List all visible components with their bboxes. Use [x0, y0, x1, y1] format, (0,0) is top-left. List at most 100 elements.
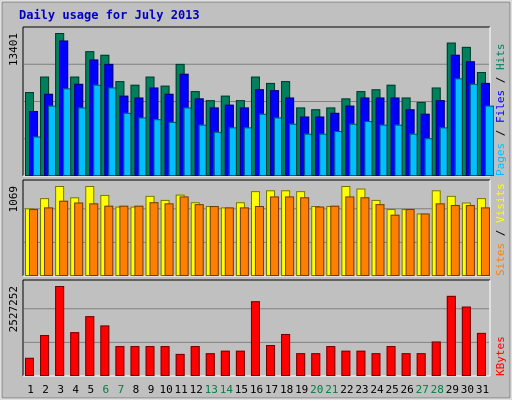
- bar-sites-day-15: [239, 207, 249, 277]
- bar-fill: [243, 127, 253, 176]
- x-tick-label-day-24: 24: [370, 383, 384, 396]
- bar-fill: [319, 133, 329, 176]
- series-label-pages: Pages: [494, 143, 507, 176]
- bar-fill: [70, 332, 80, 376]
- bar-outline: [266, 345, 276, 376]
- bar-fill: [228, 127, 238, 176]
- x-tick-label-day-16: 16: [250, 383, 263, 396]
- bar-kbytes-day-28: [431, 341, 441, 376]
- bar-kbytes-day-21: [326, 346, 336, 377]
- bar-fill: [74, 202, 84, 276]
- bar-sites-day-5: [89, 203, 99, 276]
- bar-outline: [484, 105, 494, 176]
- bar-outline: [239, 207, 249, 277]
- bar-kbytes-day-14: [220, 350, 230, 376]
- bar-sites-day-27: [420, 213, 430, 276]
- bar-outline: [285, 196, 295, 276]
- bar-fill: [454, 78, 464, 176]
- bar-fill: [138, 117, 148, 176]
- bar-fill: [55, 286, 65, 376]
- bar-outline: [371, 353, 381, 376]
- bar-outline: [70, 332, 80, 376]
- bar-outline: [220, 350, 230, 376]
- bar-sites-day-29: [450, 205, 460, 276]
- bar-fill: [254, 206, 264, 276]
- bar-fill: [435, 203, 445, 276]
- bar-outline: [130, 346, 140, 377]
- bar-outline: [435, 203, 445, 276]
- bar-kbytes-day-22: [341, 350, 351, 376]
- bar-fill: [394, 124, 404, 176]
- panel-kbytes: 2527252 KBytes: [7, 279, 507, 377]
- bar-fill: [198, 124, 208, 176]
- bar-outline: [149, 202, 159, 276]
- bar-outline: [315, 206, 325, 276]
- bar-fill: [145, 346, 155, 376]
- bar-outline: [401, 353, 411, 376]
- bar-fill: [450, 205, 460, 276]
- bar-fill: [213, 131, 223, 176]
- bar-fill: [300, 197, 310, 276]
- bar-outline: [55, 286, 65, 376]
- y-axis-series-label: Pages / Files / Hits: [494, 44, 507, 177]
- bar-outline: [300, 197, 310, 276]
- x-tick-label-day-5: 5: [87, 383, 94, 396]
- bar-outline: [461, 306, 471, 376]
- series-label-hits: Hits: [494, 44, 507, 71]
- x-tick-label-day-29: 29: [446, 383, 459, 396]
- bar-kbytes-day-5: [85, 316, 95, 377]
- bar-kbytes-day-15: [235, 350, 245, 376]
- bar-kbytes-day-3: [55, 286, 65, 376]
- bar-fill: [469, 83, 479, 176]
- bar-fill: [44, 207, 54, 276]
- bar-fill: [439, 127, 449, 176]
- bar-fill: [274, 117, 284, 176]
- bar-sites-day-18: [285, 196, 295, 276]
- bar-fill: [289, 123, 299, 176]
- bar-fill: [209, 206, 219, 276]
- x-tick-label-day-22: 22: [340, 383, 353, 396]
- x-tick-label-day-31: 31: [476, 383, 489, 396]
- bar-fill: [119, 205, 129, 276]
- bar-sites-day-16: [254, 206, 264, 276]
- x-tick-label-day-9: 9: [148, 383, 155, 396]
- bar-outline: [145, 346, 155, 377]
- bar-fill: [360, 197, 370, 276]
- bar-fill: [100, 325, 110, 376]
- bar-outline: [44, 207, 54, 277]
- bar-outline: [480, 207, 490, 277]
- bar-sites-day-30: [465, 205, 475, 276]
- bar-sites-day-23: [360, 197, 370, 276]
- bar-sites-day-13: [209, 206, 219, 276]
- bar-sites-day-14: [224, 207, 234, 277]
- bar-fill: [78, 107, 88, 176]
- bar-outline: [59, 200, 69, 276]
- bar-outline: [134, 205, 144, 276]
- bar-sites-day-31: [480, 207, 490, 277]
- bar-outline: [29, 209, 38, 276]
- bar-fill: [235, 350, 245, 376]
- bar-outline: [164, 203, 174, 276]
- bar-fill: [311, 353, 321, 376]
- bar-fill: [371, 353, 381, 376]
- x-tick-label-day-17: 17: [265, 383, 278, 396]
- bar-outline: [40, 335, 50, 376]
- x-tick-label-day-14: 14: [220, 383, 234, 396]
- bar-sites-day-19: [300, 197, 310, 276]
- bar-kbytes-day-30: [461, 306, 471, 376]
- bar-outline: [85, 316, 95, 377]
- bar-fill: [431, 341, 441, 376]
- bar-sites-day-2: [44, 207, 54, 277]
- bar-kbytes-day-12: [190, 346, 200, 377]
- bar-fill: [390, 214, 400, 276]
- bar-fill: [266, 345, 276, 376]
- bar-sites-day-26: [405, 209, 415, 276]
- bar-fill: [205, 353, 215, 376]
- x-tick-label-day-19: 19: [295, 383, 308, 396]
- bar-fill: [220, 350, 230, 376]
- bar-kbytes-day-10: [160, 346, 170, 377]
- bar-sites-day-12: [194, 204, 204, 277]
- bar-fill: [484, 105, 494, 176]
